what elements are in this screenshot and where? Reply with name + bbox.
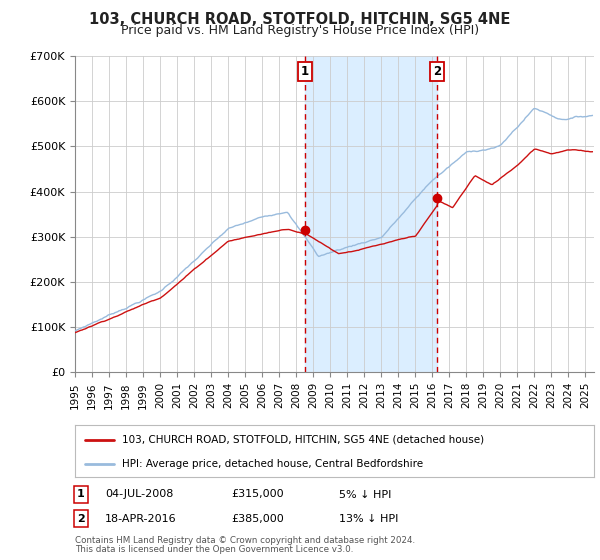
Text: 13% ↓ HPI: 13% ↓ HPI [339, 514, 398, 524]
Text: 103, CHURCH ROAD, STOTFOLD, HITCHIN, SG5 4NE: 103, CHURCH ROAD, STOTFOLD, HITCHIN, SG5… [89, 12, 511, 27]
Text: 2: 2 [433, 65, 442, 78]
Bar [305, 56, 437, 372]
Text: 1: 1 [77, 489, 85, 500]
Text: 5% ↓ HPI: 5% ↓ HPI [339, 489, 391, 500]
Text: 1: 1 [301, 65, 309, 78]
Text: HPI: Average price, detached house, Central Bedfordshire: HPI: Average price, detached house, Cent… [122, 459, 423, 469]
Text: £315,000: £315,000 [231, 489, 284, 500]
Text: 103, CHURCH ROAD, STOTFOLD, HITCHIN, SG5 4NE (detached house): 103, CHURCH ROAD, STOTFOLD, HITCHIN, SG5… [122, 435, 484, 445]
Text: Price paid vs. HM Land Registry's House Price Index (HPI): Price paid vs. HM Land Registry's House … [121, 24, 479, 37]
Text: 04-JUL-2008: 04-JUL-2008 [105, 489, 173, 500]
Text: This data is licensed under the Open Government Licence v3.0.: This data is licensed under the Open Gov… [75, 545, 353, 554]
Text: £385,000: £385,000 [231, 514, 284, 524]
Text: 18-APR-2016: 18-APR-2016 [105, 514, 176, 524]
Text: Contains HM Land Registry data © Crown copyright and database right 2024.: Contains HM Land Registry data © Crown c… [75, 536, 415, 545]
Text: 2: 2 [77, 514, 85, 524]
